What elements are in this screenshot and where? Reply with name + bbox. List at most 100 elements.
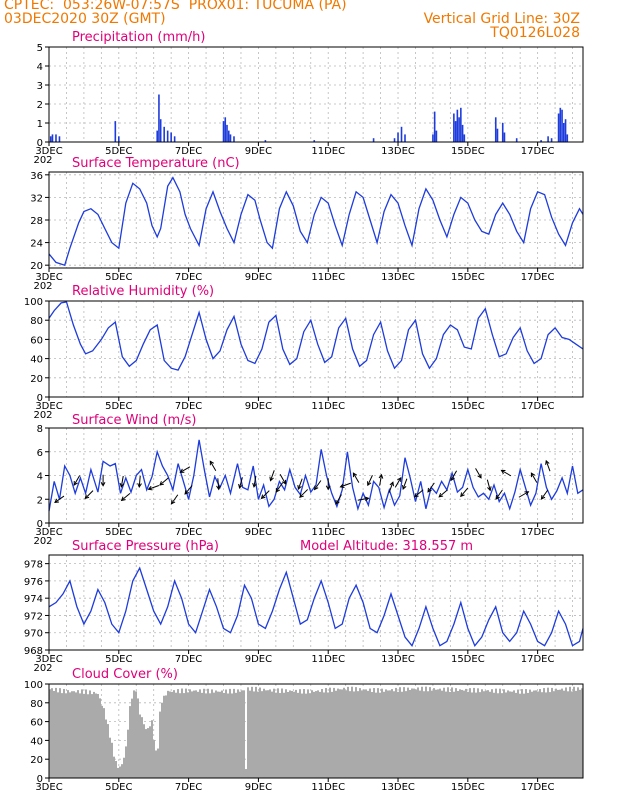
cloud-bar <box>243 690 245 778</box>
cloud-bar <box>519 693 521 778</box>
wind-arrow-shaft <box>299 489 309 498</box>
wind-arrow-head <box>450 476 455 482</box>
cloud-bar <box>229 688 231 778</box>
wind-arrow-shaft <box>438 489 448 498</box>
wind-arrow-head <box>367 481 372 487</box>
cloud-bar <box>351 686 353 778</box>
wind-arrow-shaft <box>427 482 435 493</box>
cloud-bar <box>155 750 157 778</box>
cloud-bar <box>411 688 413 778</box>
cloud-bar <box>131 698 133 778</box>
wind-arrow-shaft <box>475 468 482 479</box>
header-line1: CPTEC: 053:26W-07:57S PROX01: TUCUMA (PA… <box>4 0 347 13</box>
cloud-bar <box>517 689 519 778</box>
wind-arrow-head <box>299 493 304 498</box>
cloud-bar <box>369 688 371 778</box>
precip-bar <box>114 121 117 142</box>
cloud-bar <box>451 687 453 778</box>
cloud-bar <box>365 689 367 778</box>
wind-arrow-head <box>54 498 59 504</box>
x-tick-label: 17DEC <box>521 782 555 793</box>
wind-arrow-shaft <box>279 474 287 485</box>
cloud-bar <box>269 689 271 778</box>
cloud-bar <box>91 694 93 778</box>
precip-bar <box>564 119 567 142</box>
cloud-bar <box>485 690 487 778</box>
wind-arrow <box>179 466 191 473</box>
cloud-bar <box>329 687 331 778</box>
x-tick-label: 17DEC <box>521 527 555 538</box>
cloud-bar <box>83 693 85 778</box>
x-tick-label: 3DEC <box>35 272 62 283</box>
cloud-bar <box>167 690 169 778</box>
cloud-bar <box>397 691 399 778</box>
wind-arrow-head <box>100 481 106 487</box>
wind-arrow-shaft <box>73 475 81 486</box>
x-tick-label: 7DEC <box>175 401 202 412</box>
cloud-bar <box>261 691 263 778</box>
y-tick-label: 0 <box>37 519 43 530</box>
wind-arrow-shaft <box>388 482 394 493</box>
cloud-bar <box>337 688 339 778</box>
cloud-bar <box>95 693 97 778</box>
cloud-bar <box>221 690 223 778</box>
wind-arrow-shaft <box>486 479 491 491</box>
panel-2: 20 24 28 32 36 Surface Temperature (nC) 3DEC 5D… <box>30 156 584 292</box>
wind-arrow-shaft <box>275 482 283 493</box>
cloud-bar <box>457 691 459 778</box>
precip-bar <box>563 123 565 142</box>
cloud-bar <box>69 692 71 778</box>
cloud-bar <box>203 688 205 778</box>
cloud-bar <box>483 691 485 778</box>
wind-arrow-shaft <box>450 470 458 481</box>
cloud-bar <box>551 687 553 778</box>
cloud-bar <box>471 692 473 778</box>
panel-frame <box>48 554 584 651</box>
cloud-bar <box>331 691 333 778</box>
x-tick-label: 17DEC <box>521 401 555 412</box>
cloud-bar <box>503 689 505 778</box>
cloud-bar <box>569 686 571 778</box>
wind-arrow-head <box>487 486 492 492</box>
y-tick-label: 80 <box>30 316 43 327</box>
y-tick-label: 976 <box>24 577 43 588</box>
wind-arrow-head <box>530 472 536 478</box>
precip-bar <box>233 136 235 142</box>
cloud-bar <box>361 690 363 778</box>
cloud-bar <box>453 691 455 778</box>
cloud-bar <box>431 690 433 778</box>
x-tick-label: 15DEC <box>451 654 485 665</box>
precip-bar <box>58 136 61 142</box>
cloud-bar <box>97 693 99 778</box>
wind-arrow <box>450 470 458 482</box>
cloud-bar <box>507 690 509 778</box>
cloud-bar <box>65 693 67 778</box>
y-tick-label: 20 <box>30 755 43 766</box>
cloud-bar <box>563 690 565 778</box>
cloud-bar <box>313 691 315 778</box>
cloud-bar <box>151 720 153 778</box>
wind-arrow-head <box>252 482 257 488</box>
wind-arrow <box>413 489 424 498</box>
wind-arrow-head <box>216 485 221 491</box>
wind-arrow-head <box>397 476 402 482</box>
cloud-bar <box>55 687 57 778</box>
cloud-bar <box>237 689 239 778</box>
x-tick-label: 15DEC <box>451 401 485 412</box>
panel-frame <box>48 683 584 779</box>
precip-bar <box>49 136 52 142</box>
wind-arrow-shaft <box>314 480 322 490</box>
cloud-bar <box>375 692 377 778</box>
cloud-bar <box>441 690 443 778</box>
cloud-bar <box>139 714 141 778</box>
y-tick-label: 0 <box>37 393 43 404</box>
cloud-bar <box>405 691 407 778</box>
wind-arrow-shaft <box>148 485 160 490</box>
cloud-bar <box>293 691 295 778</box>
cloud-bar <box>537 691 539 778</box>
x-tick-label: 15DEC <box>451 146 485 157</box>
y-tick-label: 20 <box>30 374 43 385</box>
cloud-bar <box>225 689 227 778</box>
cloud-bar <box>145 729 147 778</box>
